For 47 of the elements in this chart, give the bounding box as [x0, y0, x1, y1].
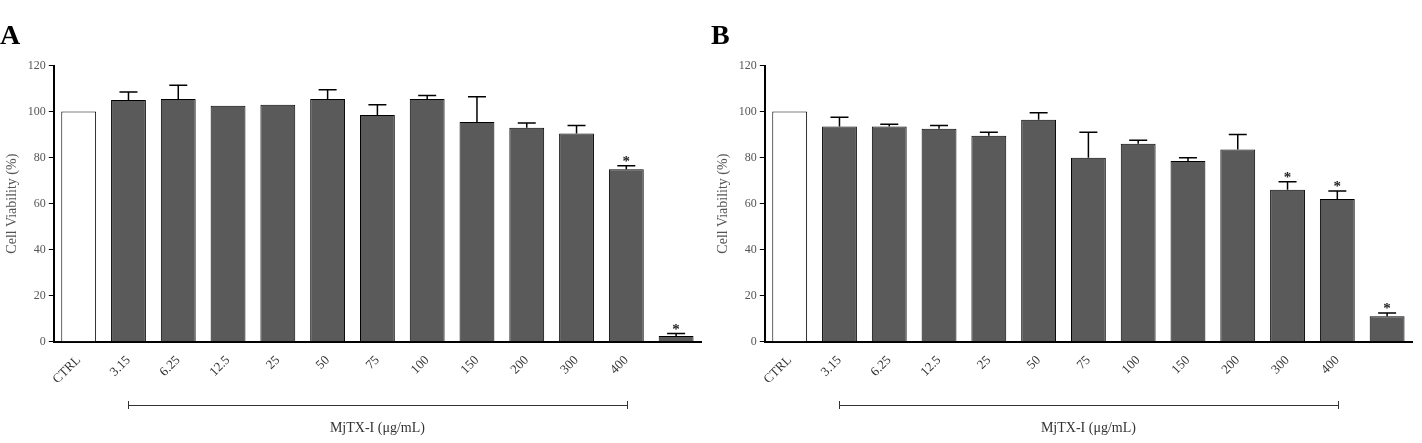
- chart-title: A: [0, 19, 21, 51]
- annotation: *: [1333, 178, 1342, 195]
- x-tick-label: 25: [973, 352, 994, 372]
- y-tick-label: 20: [744, 287, 757, 302]
- x-tick-label: 400: [606, 352, 631, 377]
- chart-title: B: [711, 19, 730, 51]
- x-tick-label: 3.15: [817, 352, 845, 379]
- x-tick-label: 50: [1023, 352, 1044, 372]
- y-tick-label: 60: [744, 195, 757, 210]
- y-axis-title: Cell Viability (%): [4, 153, 21, 254]
- x-tick-label: 6.25: [867, 352, 894, 379]
- y-tick-label: 0: [39, 333, 46, 348]
- y-tick-label: 80: [33, 149, 46, 164]
- x-tick-label: 150: [457, 352, 482, 377]
- annotation: *: [1283, 169, 1292, 186]
- y-tick-label: 40: [33, 241, 46, 256]
- y-tick-label: 120: [27, 57, 46, 72]
- y-tick-label: 100: [738, 103, 757, 118]
- y-tick-label: 40: [744, 241, 757, 256]
- x-axis-title: MjTX-I (μg/mL): [329, 420, 426, 437]
- x-tick-label: 25: [262, 352, 283, 372]
- y-tick-label: 100: [27, 103, 46, 118]
- y-tick-label: 60: [33, 195, 46, 210]
- y-axis-title: Cell Viability (%): [715, 153, 732, 254]
- x-tick-label: 200: [506, 352, 532, 377]
- x-tick-label: 50: [312, 352, 333, 372]
- y-tick-label: 20: [33, 287, 46, 302]
- x-tick-label: 75: [1073, 352, 1093, 372]
- x-tick-label: 100: [407, 352, 432, 377]
- x-tick-label: 3.15: [106, 352, 134, 379]
- y-tick-label: 80: [744, 149, 757, 164]
- x-tick-label: 300: [556, 352, 582, 377]
- annotation: *: [672, 321, 680, 338]
- x-tick-label: 300: [1267, 352, 1293, 377]
- x-tick-label: 200: [1217, 352, 1243, 377]
- y-tick-label: 0: [750, 333, 757, 348]
- x-tick-label: 150: [1168, 352, 1193, 377]
- x-tick-label: 6.25: [156, 352, 183, 379]
- y-tick-label: 120: [738, 57, 757, 72]
- annotation: *: [1383, 300, 1391, 317]
- annotation: *: [622, 153, 631, 170]
- x-tick-label: 400: [1317, 352, 1342, 377]
- x-tick-label: 100: [1118, 352, 1143, 377]
- x-tick-label: 75: [362, 352, 382, 372]
- x-tick-label: 12.5: [916, 352, 944, 379]
- x-axis-title: MjTX-I (μg/mL): [1040, 420, 1137, 437]
- x-tick-label: 12.5: [205, 352, 233, 379]
